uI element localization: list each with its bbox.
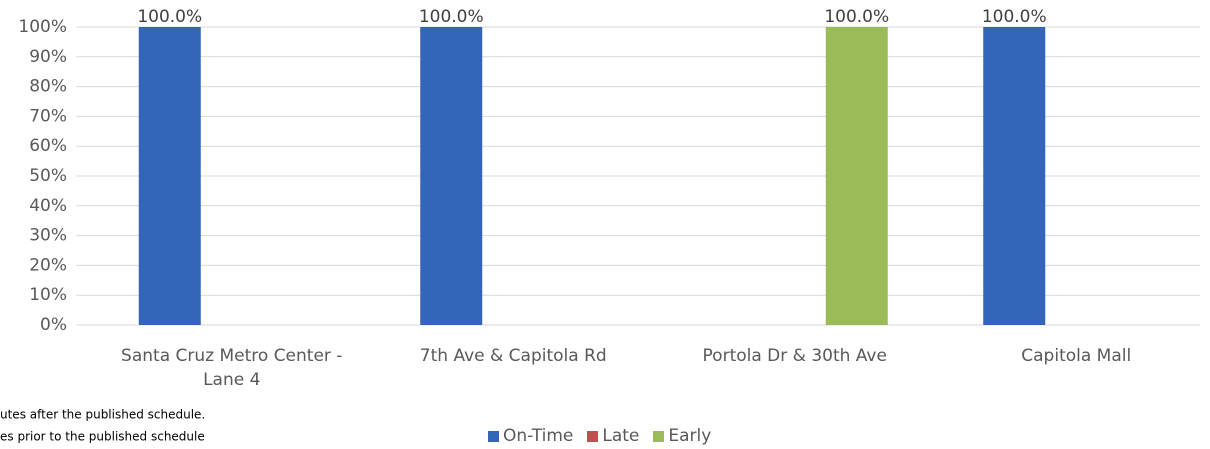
- bar: [983, 27, 1046, 325]
- legend-item: Early: [653, 426, 711, 446]
- legend: On-Time Late Early: [488, 426, 711, 446]
- bar: [825, 27, 888, 325]
- bar: [420, 27, 483, 325]
- legend-swatch: [653, 430, 665, 442]
- footnote: es prior to the published schedule: [0, 430, 205, 444]
- footnote: utes after the published schedule.: [0, 408, 205, 422]
- data-label: 100.0%: [982, 7, 1047, 27]
- legend-swatch: [587, 430, 599, 442]
- legend-label: Early: [668, 426, 712, 446]
- y-tick-label: 100%: [18, 17, 67, 37]
- data-label: 100.0%: [824, 7, 889, 27]
- x-tick-label: 7th Ave & Capitola Rd: [419, 346, 607, 366]
- legend-item: Late: [587, 426, 639, 446]
- legend-swatch: [488, 430, 499, 442]
- x-tick-label: Portola Dr & 30th Ave: [702, 346, 887, 366]
- y-tick-label: 30%: [29, 226, 67, 246]
- legend-label: Late: [602, 426, 640, 446]
- y-tick-label: 70%: [29, 106, 67, 126]
- y-tick-label: 40%: [29, 196, 67, 216]
- bar: [138, 27, 201, 325]
- data-label: 100.0%: [419, 7, 484, 27]
- x-tick-label: Santa Cruz Metro Center - Lane 4: [121, 346, 343, 390]
- y-tick-label: 50%: [29, 166, 67, 186]
- legend-item: On-Time: [488, 426, 573, 446]
- y-tick-label: 90%: [29, 47, 67, 67]
- y-tick-label: 60%: [29, 136, 67, 156]
- legend-label: On-Time: [503, 426, 574, 446]
- y-tick-label: 0%: [40, 315, 67, 335]
- y-tick-label: 20%: [29, 255, 67, 275]
- x-tick-label: Capitola Mall: [1021, 346, 1132, 366]
- y-tick-label: 10%: [29, 285, 67, 305]
- data-label: 100.0%: [137, 7, 202, 27]
- y-tick-label: 80%: [29, 77, 67, 97]
